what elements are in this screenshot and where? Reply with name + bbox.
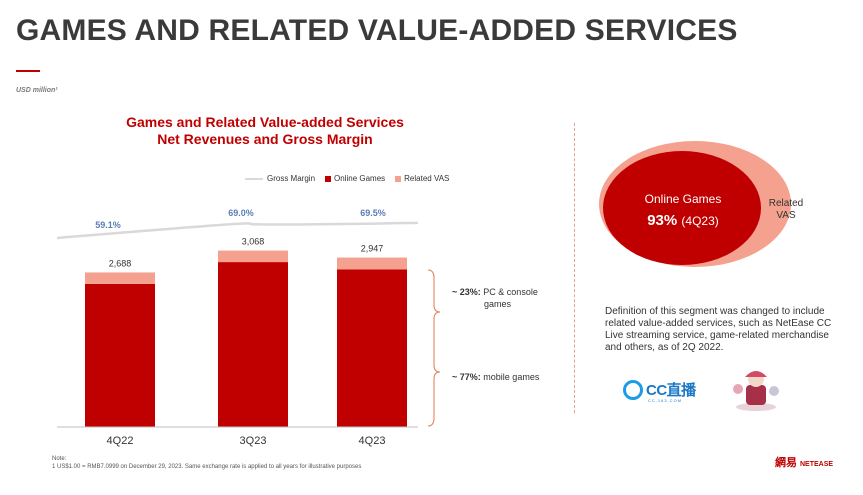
cc-live-icon [623, 379, 643, 400]
total-label-3q23: 3,068 [242, 237, 265, 247]
bar-related-vas-3q23 [218, 250, 288, 263]
labels-layer: 2,688 4Q22 3,068 3Q23 2,947 4Q23 [107, 237, 386, 447]
page-title: GAMES AND RELATED VALUE-ADDED SERVICES [16, 14, 738, 47]
pc-console-annotation: ~ 23%: PC & console games [452, 286, 538, 310]
legend-label-related-vas: Related VAS [404, 174, 450, 183]
gross-margin-line [56, 221, 419, 240]
cc-live-logo-text: CC直播 [646, 382, 696, 399]
pc-console-pct: ~ 23%: [452, 287, 481, 297]
legend-label-gross-margin: Gross Margin [267, 174, 316, 183]
segment-definition: Definition of this segment was changed t… [605, 306, 832, 353]
chart-legend: Gross Margin Online Games Related VAS [245, 174, 459, 183]
gross-margin-layer: 59.1% 69.0% 69.5% [56, 208, 419, 240]
venn-online-games-value: 93% (4Q23) [618, 212, 748, 229]
bar-related-vas-4q22 [85, 272, 155, 284]
x-tick-label-3q23: 3Q23 [240, 435, 267, 447]
pc-console-text: PC & console [483, 287, 538, 297]
section-divider [574, 123, 575, 413]
gross-margin-label-4q22: 59.1% [95, 220, 121, 230]
netease-logo-cn: 網易 [775, 456, 797, 469]
chart-title-line1: Games and Related Value-added Services [126, 114, 404, 130]
venn-related-vas-line1: Related [768, 198, 804, 209]
netease-logo: 網易 NETEASE [775, 454, 833, 470]
unit-note: USD million¹ [16, 87, 58, 94]
segment-brace [427, 269, 441, 427]
title-underline [16, 70, 40, 72]
venn-related-vas-line2: VAS [776, 210, 796, 221]
x-tick-label-4q23: 4Q23 [359, 435, 386, 447]
cc-live-logo: CC直播 [623, 379, 696, 400]
footnote-label: Note: [52, 456, 67, 462]
mobile-pct: ~ 77%: [452, 372, 481, 382]
pc-console-text2: games [484, 299, 512, 309]
venn-online-games-label: Online Games [644, 192, 722, 206]
footnote: Note: 1 US$1.00 = RMB7.0999 on December … [52, 455, 361, 471]
bar-online-games-4q22 [85, 283, 155, 427]
mobile-text: mobile games [483, 372, 540, 382]
mobile-annotation: ~ 77%: mobile games [452, 371, 539, 383]
x-tick-label-4q22: 4Q22 [107, 435, 134, 447]
chart-title-line2: Net Revenues and Gross Margin [157, 131, 373, 147]
venn-online-games-period: (4Q23) [681, 214, 719, 228]
online-games-circle [603, 151, 761, 265]
legend-swatch-online-games [325, 175, 332, 182]
venn-online-games-pct: 93% [647, 212, 678, 229]
bar-online-games-4q23 [337, 269, 407, 427]
bars-layer [85, 250, 407, 427]
gross-margin-label-3q23: 69.0% [228, 208, 254, 218]
legend-item-online-games: Online Games [325, 174, 385, 183]
segment-venn [599, 141, 791, 267]
total-label-4q23: 2,947 [361, 244, 384, 254]
legend-swatch-gross-margin [245, 177, 263, 180]
netease-logo-en: NETEASE [800, 461, 834, 468]
chart-title: Games and Related Value-added Services N… [60, 114, 470, 148]
footnote-text: 1 US$1.00 = RMB7.0999 on December 29, 20… [52, 464, 362, 470]
legend-item-related-vas: Related VAS [395, 174, 449, 183]
legend-swatch-related-vas [395, 175, 402, 182]
legend-item-gross-margin: Gross Margin [245, 174, 315, 183]
bar-online-games-3q23 [218, 262, 288, 427]
cc-live-url: CC.163.COM [648, 398, 683, 403]
total-label-4q22: 2,688 [109, 258, 132, 268]
merchandise-image [733, 371, 779, 411]
venn-related-vas-label: Related VAS [764, 198, 808, 222]
legend-label-online-games: Online Games [334, 174, 386, 183]
gross-margin-label-4q23: 69.5% [360, 208, 386, 218]
bar-related-vas-4q23 [337, 257, 407, 270]
